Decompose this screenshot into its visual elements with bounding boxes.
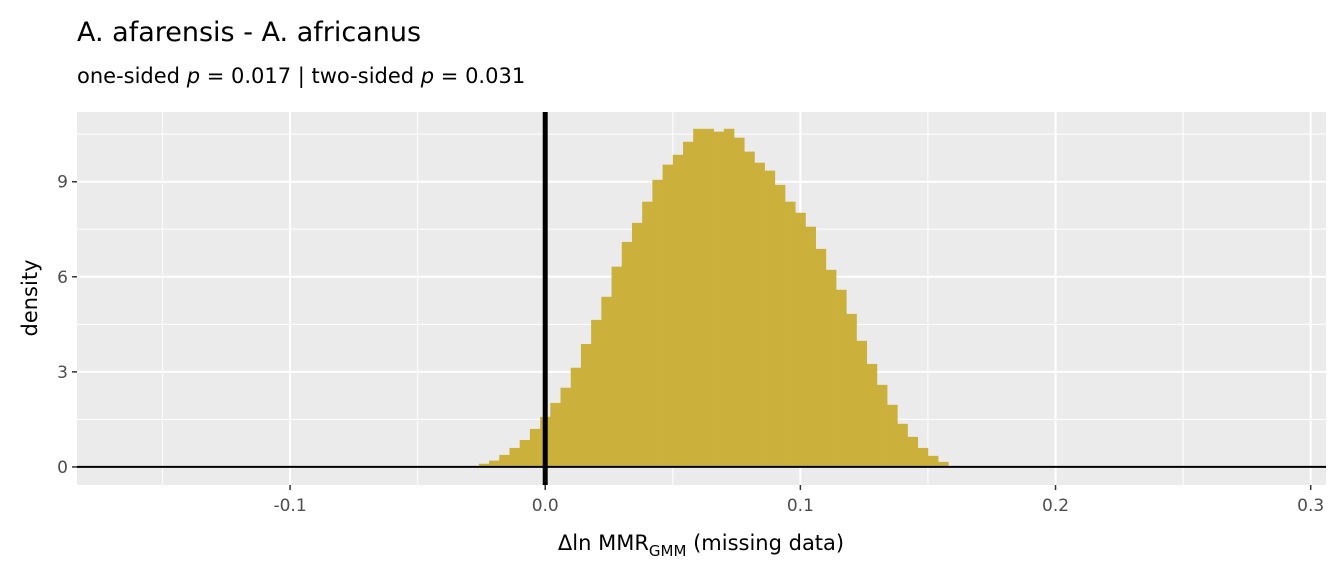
y-axis-label: density (18, 260, 42, 337)
histogram-bar (734, 137, 745, 467)
chart-subtitle: one-sided p = 0.017 | two-sided p = 0.03… (77, 64, 525, 89)
y-tick-label: 0 (57, 458, 68, 478)
histogram-bars (468, 128, 959, 467)
x-tick-label: 0.2 (1042, 496, 1069, 516)
x-tick-label: 0.0 (532, 496, 559, 516)
histogram-bar (723, 128, 735, 467)
histogram-bar (672, 154, 684, 467)
histogram-bar (917, 447, 929, 467)
histogram-bar (611, 266, 623, 467)
chart-title: A. afarensis - A. africanus (77, 17, 421, 48)
y-tick-label: 9 (57, 173, 68, 193)
histogram-bar (927, 455, 939, 467)
y-tick-label: 6 (57, 268, 68, 288)
histogram-bar (662, 164, 674, 467)
histogram-bar (897, 423, 908, 467)
histogram-bar (499, 454, 510, 467)
histogram-bar (631, 222, 643, 467)
histogram-bar (489, 460, 500, 467)
histogram-bar (815, 248, 827, 467)
histogram-bar (754, 162, 765, 467)
histogram-bar (591, 319, 602, 467)
x-axis: -0.1 0.0 0.1 0.2 0.3 (273, 485, 1324, 516)
histogram-bar (836, 289, 847, 467)
histogram-bar (652, 179, 663, 467)
histogram-bar (764, 170, 776, 467)
histogram-bar (785, 201, 796, 467)
histogram-bar (866, 363, 878, 467)
histogram-bar (713, 131, 725, 467)
histogram-bar (621, 241, 633, 467)
histogram-bar (529, 428, 541, 467)
histogram-bar (570, 367, 582, 467)
histogram-bar (887, 404, 898, 467)
histogram-bar (846, 313, 857, 467)
x-tick-label: 0.1 (787, 496, 814, 516)
y-axis: 0 3 6 9 (57, 173, 77, 478)
histogram-bar (744, 151, 755, 467)
histogram-bar (550, 402, 561, 467)
histogram-bar (856, 340, 868, 467)
histogram-bar (938, 461, 949, 467)
histogram-bar (795, 212, 806, 467)
histogram-bar (907, 436, 919, 467)
histogram-bar (683, 141, 694, 467)
histogram-bar (642, 201, 653, 467)
histogram-bar (560, 387, 572, 467)
y-tick-label: 3 (57, 363, 68, 383)
histogram-bar (509, 447, 520, 467)
histogram-bar (774, 184, 786, 467)
histogram-bar (519, 439, 531, 467)
histogram-bar (693, 128, 704, 467)
histogram-bar (580, 343, 592, 467)
histogram-bar (601, 296, 612, 467)
histogram-bar (703, 128, 714, 467)
histogram-bar (876, 384, 888, 467)
x-axis-label: Δln MMRGMM (missing data) (558, 531, 844, 560)
x-tick-label: -0.1 (273, 496, 306, 516)
x-tick-label: 0.3 (1297, 496, 1324, 516)
reference-lines (77, 112, 1326, 485)
histogram-bar (825, 269, 837, 467)
histogram-bar (805, 226, 816, 467)
histogram-bar (478, 463, 490, 467)
